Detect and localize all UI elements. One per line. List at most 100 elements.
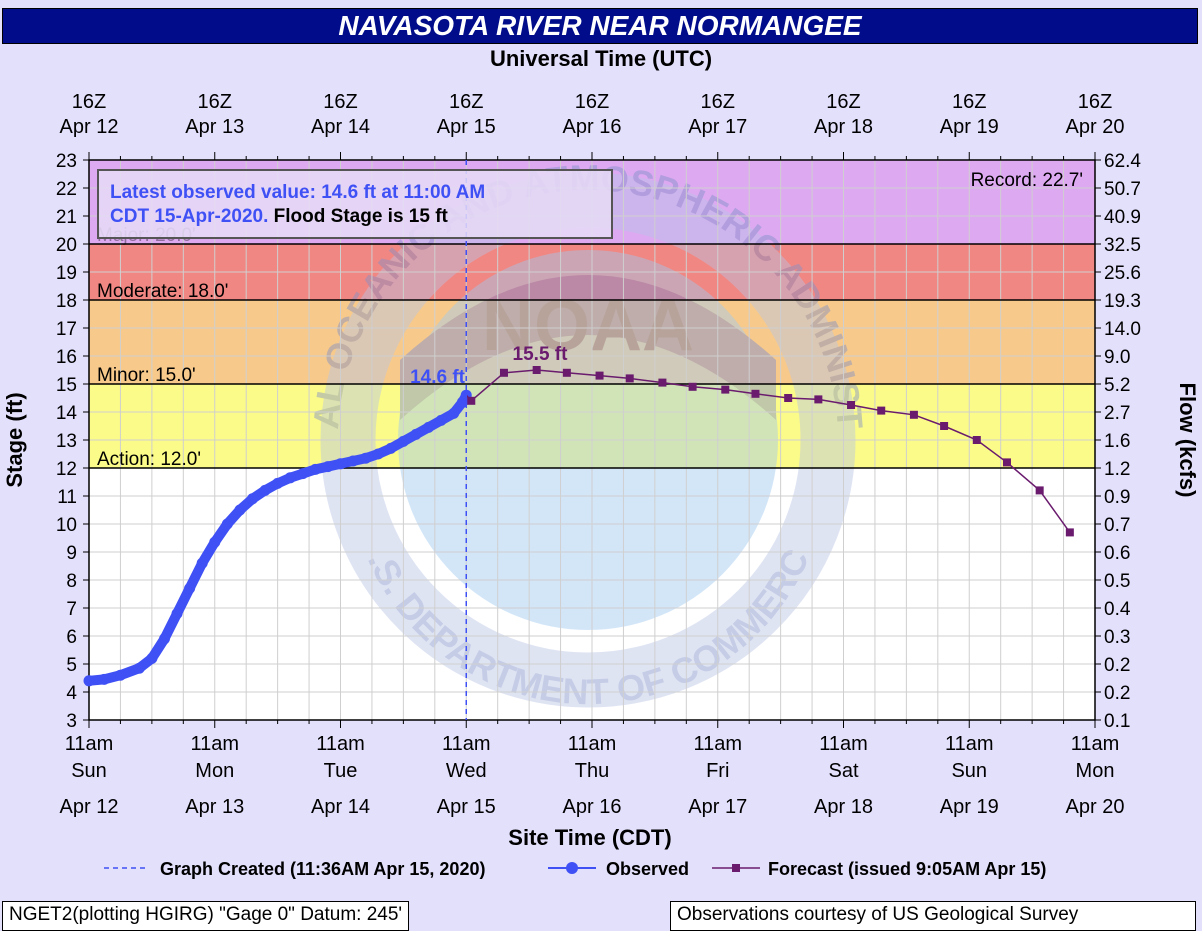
y-tick-label-13: 13 [56,431,77,452]
x2-tick-date-0: Apr 12 [60,116,119,138]
forecast-point-17 [1002,458,1011,467]
flood-band-lines [89,243,1095,469]
observed-point-19 [335,458,346,470]
y2-tick-label-22: 50.7 [1104,179,1141,200]
x2-tick-time-1: 16Z [198,91,232,113]
y-axis-label: Stage (ft) [2,392,27,487]
observed-point-0 [83,675,95,687]
annotations: Record: 22.7' 14.6 ft 15.5 ft Latest observ… [97,160,1083,720]
band-label-3: Action: 12.0' [97,449,201,470]
y-tick-label-3: 3 [66,711,77,732]
y2-tick-label-13: 1.6 [1104,431,1130,452]
observed-point-13 [259,484,271,496]
top-axis-label: Universal Time (UTC) [489,46,713,71]
observed-point-4 [146,652,158,664]
x-tick-date-4: Apr 16 [563,796,622,818]
y-tick-label-12: 12 [56,459,77,480]
observed-point-7 [184,582,196,594]
latest-observed-text: Latest observed value: 14.6 ft at 11:00 … [110,182,485,203]
y2-tick-label-3: 0.1 [1104,711,1130,732]
observed-point-15 [284,472,296,484]
x-tick-time-1: 11am [190,733,239,755]
forecast-point-2 [532,366,541,374]
forecast-point-4 [595,371,604,380]
x-tick-day-1: Mon [195,760,234,782]
forecast-point-0 [467,396,476,405]
x-tick-day-0: Sun [71,760,107,782]
x-tick-day-6: Sat [828,760,858,782]
observed-point-23 [385,442,397,454]
forecast-point-14 [909,410,918,419]
y-tick-label-16: 16 [56,347,77,368]
x-tick-time-5: 11am [693,733,742,755]
observed-point-24 [397,435,409,447]
legend-observed-marker [566,862,578,874]
x2-tick-date-2: Apr 14 [311,116,370,138]
observed-point-20 [347,455,359,467]
observed-point-25 [410,428,422,440]
y2-axis-label: Flow (kcfs) [1175,383,1200,498]
band-label-1: Moderate: 18.0' [97,281,228,302]
y-tick-label-6: 6 [66,627,77,648]
y-tick-label-5: 5 [66,655,77,676]
observed-point-5 [158,633,170,645]
y-tick-label-9: 9 [66,543,77,564]
x2-tick-date-8: Apr 20 [1066,116,1125,138]
x2-tick-date-4: Apr 16 [563,116,622,138]
y-tick-label-22: 22 [56,179,77,200]
observed-point-28 [448,407,460,419]
y-tick-label-21: 21 [56,207,77,228]
x2-tick-time-5: 16Z [701,91,735,113]
forecast-point-3 [562,368,571,377]
axes: 3 0.1 4 0.2 5 0.2 6 0.3 7 0.4 8 0.5 9 0.6 10 0.7 11 0.9 12… [2,91,1200,850]
forecast-point-15 [940,422,949,430]
forecast-peak-label: 15.5 ft [513,344,569,365]
flood-stage-text: Flood Stage is 15 ft [268,206,448,227]
x2-tick-time-0: 16Z [72,91,106,113]
x2-tick-time-2: 16Z [323,91,357,113]
x-tick-date-3: Apr 15 [437,796,496,818]
y2-tick-label-19: 25.6 [1104,263,1141,284]
forecast-point-7 [688,382,697,391]
observed-point-3 [133,662,145,674]
x-tick-time-4: 11am [568,733,617,755]
legend: Graph Created (11:36AM Apr 15, 2020) Obse… [104,859,1046,879]
x-tick-day-7: Sun [951,760,987,782]
y-tick-label-4: 4 [66,683,77,704]
forecast-point-8 [721,385,730,394]
x-tick-date-6: Apr 18 [814,796,873,818]
observed-point-2 [114,669,126,681]
observed-point-11 [234,504,246,516]
y2-tick-label-11: 0.9 [1104,487,1130,508]
observed-point-10 [221,518,233,530]
y-tick-label-11: 11 [57,487,77,508]
y2-tick-label-5: 0.2 [1104,655,1130,676]
y2-tick-label-14: 2.7 [1104,403,1130,424]
legend-observed: Observed [606,859,689,879]
y2-tick-label-4: 0.2 [1104,683,1130,704]
x2-tick-date-6: Apr 18 [814,116,873,138]
latest-observed-box [97,169,613,239]
x2-tick-time-7: 16Z [952,91,986,113]
x-tick-time-6: 11am [819,733,868,755]
x-tick-time-2: 11am [316,733,365,755]
x2-tick-time-8: 16Z [1078,91,1112,113]
watermark-seagull [400,275,776,420]
forecast-point-10 [784,394,793,402]
y-tick-label-19: 19 [56,263,77,284]
forecast-point-19 [1065,528,1074,537]
data-series [83,366,1074,687]
y2-tick-label-9: 0.6 [1104,543,1130,564]
x-tick-day-4: Thu [575,760,609,782]
y-tick-label-10: 10 [56,515,77,536]
forecast-point-13 [877,406,886,415]
legend-forecast-marker [732,864,740,872]
x-tick-day-2: Tue [324,760,358,782]
observed-point-12 [246,493,258,505]
y2-tick-label-17: 14.0 [1104,319,1141,340]
observed-point-22 [372,448,384,460]
y2-tick-label-7: 0.4 [1104,599,1131,620]
forecast-point-6 [658,378,667,387]
x2-tick-time-4: 16Z [575,91,609,113]
